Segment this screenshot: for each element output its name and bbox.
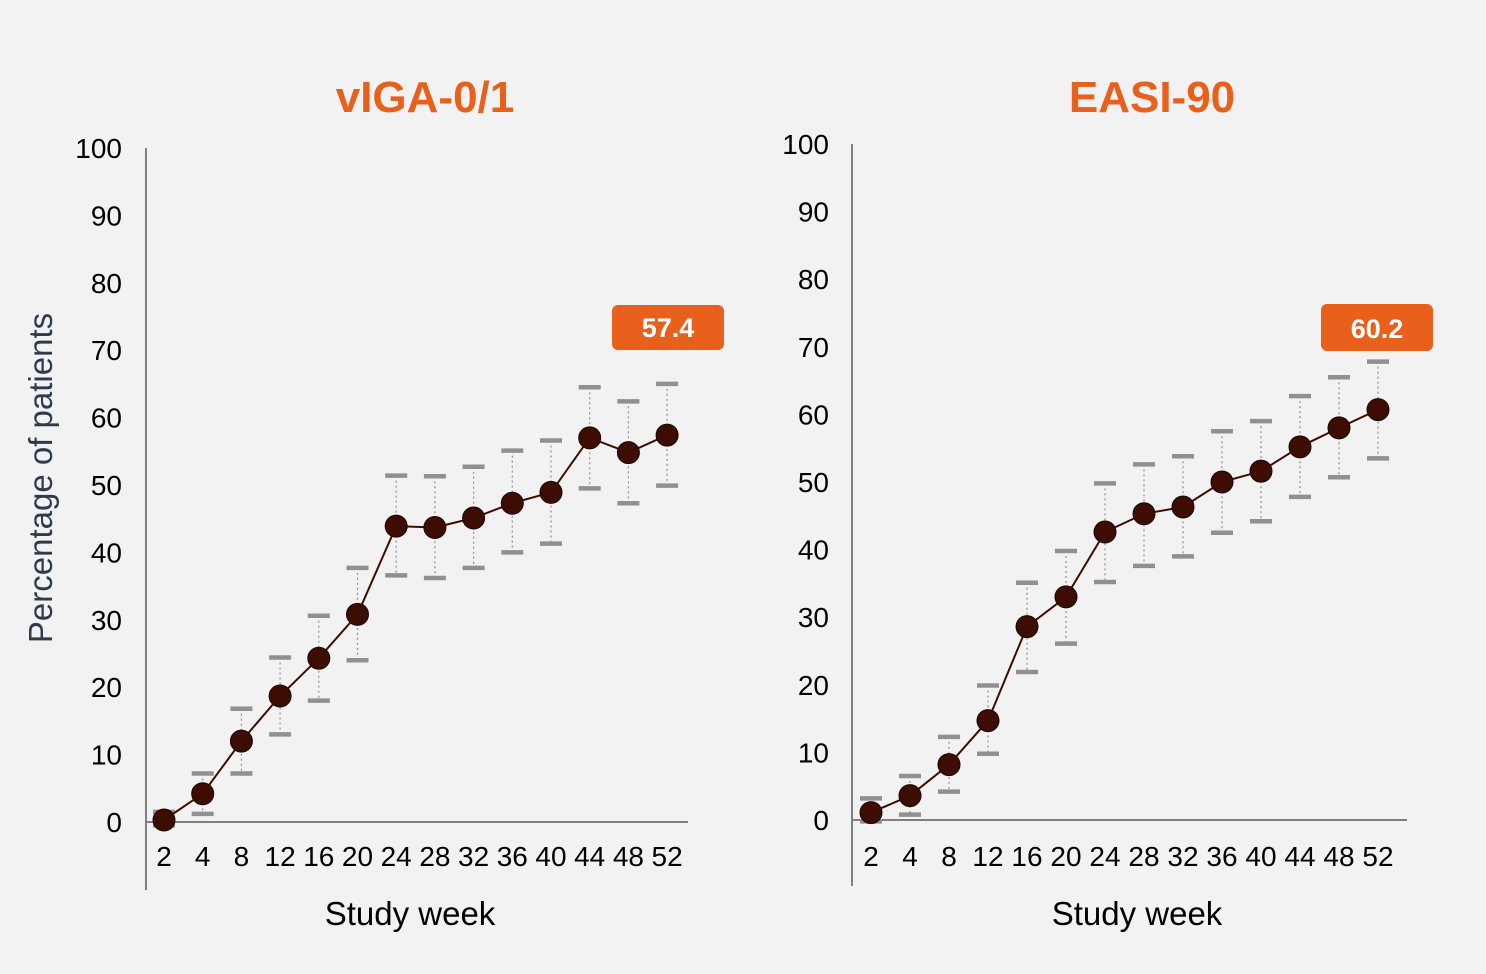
y-axis-title: Percentage of patients	[22, 313, 59, 643]
data-point	[229, 729, 253, 753]
x-tick-labels: 2 4 8 12 16 20 24 28 32 36 40 44 48 52	[156, 841, 682, 872]
x-tick-label: 28	[1128, 841, 1159, 872]
y-tick-label: 20	[91, 672, 122, 703]
callout-label: 60.2	[1351, 314, 1404, 344]
data-point	[976, 709, 1000, 733]
value-callout: 57.4	[612, 305, 724, 350]
y-tick-label: 80	[798, 264, 829, 295]
data-point	[655, 423, 679, 447]
data-series	[152, 423, 679, 832]
y-tick-label: 30	[798, 602, 829, 633]
x-tick-label: 48	[613, 841, 644, 872]
data-point	[1366, 398, 1390, 422]
x-tick-label: 40	[535, 841, 566, 872]
y-tick-label: 100	[782, 129, 829, 160]
data-point	[1054, 585, 1078, 609]
x-tick-label: 20	[1050, 841, 1081, 872]
data-point	[462, 506, 486, 530]
x-tick-label: 44	[1284, 841, 1315, 872]
x-tick-label: 20	[342, 841, 373, 872]
x-tick-label: 52	[1362, 841, 1393, 872]
y-tick-label: 50	[798, 467, 829, 498]
data-point	[191, 782, 215, 806]
data-point	[1015, 615, 1039, 639]
data-point	[616, 441, 640, 465]
y-tick-label: 40	[798, 535, 829, 566]
x-tick-label: 28	[419, 841, 450, 872]
value-callout: 60.2	[1321, 304, 1433, 351]
y-tick-label: 10	[91, 740, 122, 771]
x-tick-label: 32	[1167, 841, 1198, 872]
data-point	[307, 646, 331, 670]
x-tick-label: 32	[458, 841, 489, 872]
chart-title: vIGA-0/1	[336, 73, 515, 122]
x-tick-label: 24	[381, 841, 412, 872]
callout-box	[612, 305, 724, 350]
x-tick-label: 36	[497, 841, 528, 872]
x-tick-label: 44	[574, 841, 605, 872]
x-tick-label: 2	[156, 841, 172, 872]
x-tick-label: 16	[303, 841, 334, 872]
data-point	[423, 515, 447, 539]
y-tick-label: 20	[798, 670, 829, 701]
data-point	[859, 801, 883, 825]
x-tick-label: 24	[1089, 841, 1120, 872]
x-tick-label: 36	[1206, 841, 1237, 872]
callout-label: 57.4	[642, 313, 695, 343]
y-tick-label: 90	[91, 200, 122, 231]
data-point	[1093, 520, 1117, 544]
data-point	[539, 480, 563, 504]
data-point	[937, 753, 961, 777]
data-point	[268, 684, 292, 708]
data-point	[1327, 416, 1351, 440]
data-point	[384, 514, 408, 538]
x-tick-label: 48	[1323, 841, 1354, 872]
y-tick-label: 60	[798, 399, 829, 430]
x-tick-label: 4	[902, 841, 918, 872]
data-point	[898, 784, 922, 808]
y-tick-label: 40	[91, 537, 122, 568]
data-point	[152, 808, 176, 832]
y-tick-label: 30	[91, 605, 122, 636]
y-tick-label: 90	[798, 197, 829, 228]
x-tick-label: 8	[234, 841, 250, 872]
chart-title: EASI-90	[1069, 73, 1235, 122]
x-tick-label: 4	[195, 841, 211, 872]
x-tick-label: 40	[1245, 841, 1276, 872]
x-axis-title: Study week	[1052, 895, 1223, 932]
y-tick-label: 0	[813, 805, 829, 836]
y-tick-label: 80	[91, 268, 122, 299]
y-tick-labels: 0 10 20 30 40 50 60 70 80 90 100	[782, 129, 829, 836]
data-point	[346, 602, 369, 626]
data-point	[1288, 435, 1312, 459]
data-point	[578, 426, 602, 450]
x-tick-label: 12	[972, 841, 1003, 872]
x-tick-label: 8	[941, 841, 957, 872]
x-tick-label: 2	[863, 841, 879, 872]
y-tick-label: 60	[91, 403, 122, 434]
y-tick-label: 10	[798, 737, 829, 768]
data-point	[1210, 470, 1234, 494]
data-point	[500, 491, 524, 515]
callout-box	[1321, 304, 1433, 351]
y-tick-label: 50	[91, 470, 122, 501]
x-tick-labels: 2 4 8 12 16 20 24 28 32 36 40 44 48 52	[863, 841, 1393, 872]
y-tick-labels: 0 10 20 30 40 50 60 70 80 90 100	[75, 133, 122, 838]
x-tick-label: 16	[1011, 841, 1042, 872]
y-tick-label: 0	[106, 807, 122, 838]
data-point	[1171, 495, 1195, 519]
y-tick-label: 70	[798, 332, 829, 363]
x-tick-label: 52	[652, 841, 683, 872]
data-point	[1132, 502, 1156, 526]
y-tick-label: 100	[75, 133, 122, 164]
x-tick-label: 12	[265, 841, 296, 872]
data-point	[1249, 459, 1273, 483]
data-series	[859, 398, 1390, 825]
y-tick-label: 70	[91, 335, 122, 366]
x-axis-title: Study week	[325, 895, 496, 932]
